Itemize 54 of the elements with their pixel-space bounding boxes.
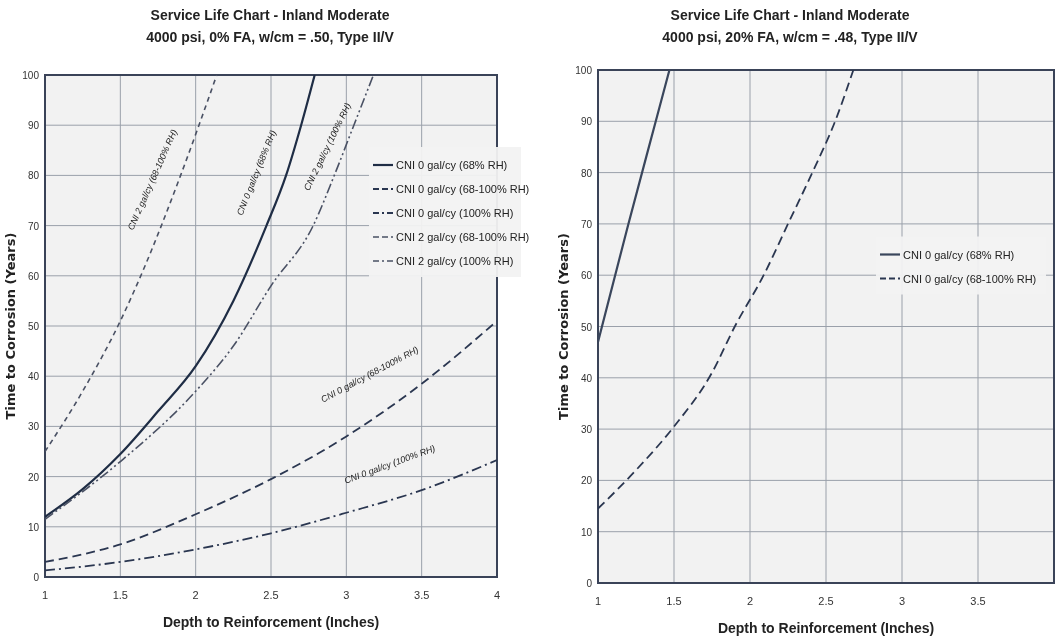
legend-label: CNI 0 gal/cy (68% RH) bbox=[903, 248, 1015, 261]
y-tick-label: 80 bbox=[580, 167, 593, 179]
line-series bbox=[45, 320, 497, 563]
x-tick-label: 1 bbox=[594, 595, 602, 607]
y-tick-label: 100 bbox=[22, 70, 40, 81]
x-tick-label: 3 bbox=[898, 595, 906, 607]
legend-label: CNI 0 gal/cy (100% RH) bbox=[396, 207, 514, 219]
y-axis-title: Time to Corrosion (Years) bbox=[3, 232, 18, 420]
line-series bbox=[598, 70, 855, 510]
legend-label: CNI 2 gal/cy (68-100% RH) bbox=[396, 231, 530, 243]
chart-title: Service Life Chart - Inland Moderate bbox=[150, 7, 390, 23]
y-tick-label: 40 bbox=[27, 371, 40, 383]
line-series bbox=[45, 75, 218, 453]
annotation: CNI 0 gal/cy (68% RH) bbox=[234, 128, 279, 217]
y-tick-label: 10 bbox=[580, 526, 593, 538]
x-tick-label: 3.5 bbox=[970, 595, 986, 607]
x-tick-label: 2 bbox=[746, 595, 754, 607]
y-tick-label: 30 bbox=[27, 421, 40, 433]
y-axis-title: Time to Corrosion (Years) bbox=[556, 233, 571, 420]
x-axis-title: Depth to Reinforcement (Inches) bbox=[162, 614, 380, 630]
y-tick-label: 100 bbox=[575, 65, 593, 76]
chart-subtitle: 4000 psi, 0% FA, w/cm = .50, Type II/V bbox=[146, 29, 395, 45]
y-tick-label: 20 bbox=[580, 475, 593, 487]
y-tick-label: 70 bbox=[27, 220, 40, 232]
y-tick-label: 30 bbox=[580, 424, 593, 436]
chart-title: Service Life Chart - Inland Moderate bbox=[670, 7, 910, 23]
legend-label: CNI 0 gal/cy (68-100% RH) bbox=[396, 183, 530, 195]
chart-subtitle: 4000 psi, 20% FA, w/cm = .48, Type II/V bbox=[662, 29, 919, 45]
y-tick-label: 10 bbox=[27, 521, 40, 533]
y-tick-label: 20 bbox=[27, 471, 40, 483]
x-tick-label: 1.5 bbox=[112, 589, 128, 601]
x-tick-label: 1.5 bbox=[666, 595, 682, 607]
x-tick-label: 2.5 bbox=[263, 589, 279, 601]
x-tick-label: 2 bbox=[192, 589, 199, 601]
y-tick-label: 0 bbox=[586, 578, 593, 589]
y-tick-label: 50 bbox=[27, 321, 40, 332]
y-tick-label: 60 bbox=[27, 270, 40, 282]
y-tick-label: 90 bbox=[27, 120, 40, 132]
y-tick-label: 70 bbox=[580, 218, 593, 230]
x-tick-label: 3 bbox=[343, 589, 350, 601]
legend-label: CNI 0 gal/cy (68% RH) bbox=[396, 159, 508, 171]
y-tick-label: 60 bbox=[580, 270, 593, 282]
x-tick-label: 4 bbox=[493, 589, 501, 601]
y-tick-label: 0 bbox=[33, 572, 40, 583]
x-axis-title: Depth to Reinforcement (Inches) bbox=[717, 620, 935, 636]
x-tick-label: 1 bbox=[41, 589, 49, 601]
x-tick-label: 3.5 bbox=[414, 589, 430, 601]
y-tick-label: 40 bbox=[580, 372, 593, 384]
x-tick-label: 2.5 bbox=[818, 595, 834, 607]
legend-label: CNI 0 gal/cy (68-100% RH) bbox=[903, 272, 1037, 285]
y-tick-label: 90 bbox=[580, 116, 593, 128]
legend-label: CNI 2 gal/cy (100% RH) bbox=[396, 255, 514, 267]
y-tick-label: 50 bbox=[580, 321, 593, 333]
y-tick-label: 80 bbox=[27, 170, 40, 182]
